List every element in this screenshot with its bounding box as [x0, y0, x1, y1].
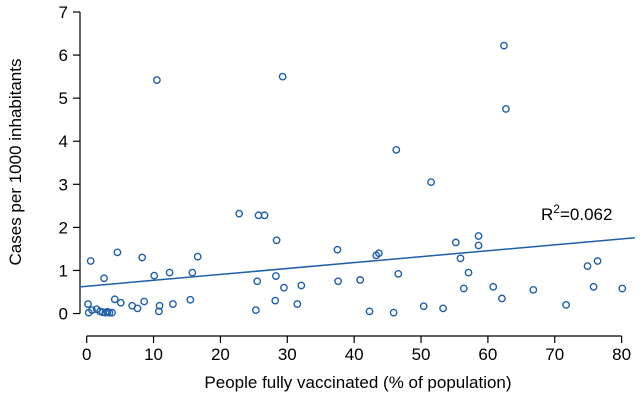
data-point: [334, 277, 343, 286]
data-point: [529, 285, 538, 294]
data-point: [419, 302, 428, 311]
data-point: [116, 298, 125, 307]
data-point: [278, 72, 287, 81]
data-point: [165, 268, 174, 277]
data-point: [271, 296, 280, 305]
data-point: [188, 268, 197, 277]
data-point: [251, 306, 260, 314]
axes: [79, 12, 622, 337]
data-point: [459, 284, 468, 293]
data-point: [169, 300, 177, 308]
r-squared-label: R: [541, 205, 553, 224]
data-point: [155, 307, 163, 316]
y-tick-label: 6: [59, 46, 68, 65]
x-tick-label: 70: [545, 345, 564, 364]
data-point: [618, 284, 627, 293]
data-point: [464, 268, 473, 277]
data-point: [272, 236, 281, 245]
x-tick-label: 30: [278, 345, 297, 364]
data-point: [186, 295, 195, 304]
data-point: [272, 272, 280, 280]
data-point: [155, 301, 164, 310]
data-point: [152, 76, 161, 84]
data-point: [583, 262, 592, 271]
r-squared-sup: 2: [553, 202, 560, 216]
y-tick-label: 7: [59, 3, 68, 22]
data-point: [365, 307, 374, 316]
data-point: [562, 301, 571, 309]
data-point: [392, 145, 401, 154]
data-point: [589, 282, 598, 291]
x-tick-label: 60: [478, 345, 497, 364]
y-tick-label: 2: [59, 218, 68, 237]
y-tick-label: 4: [59, 132, 68, 151]
data-point: [138, 253, 147, 262]
data-point: [427, 178, 435, 187]
data-point: [133, 304, 142, 313]
data-point: [356, 276, 365, 284]
data-point: [88, 306, 96, 314]
data-point: [489, 282, 498, 291]
x-tick-label: 80: [612, 345, 631, 364]
x-axis-label: People fully vaccinated (% of population…: [204, 373, 511, 392]
data-point: [140, 297, 149, 306]
x-tick-label: 0: [82, 345, 91, 364]
data-point: [389, 308, 398, 317]
data-point: [333, 245, 342, 254]
x-ticks: 0 10 20 30 40 50 60 70 80: [82, 336, 631, 364]
x-tick-label: 20: [211, 345, 230, 364]
data-point: [150, 271, 159, 280]
data-point: [502, 105, 510, 113]
data-point: [260, 211, 269, 220]
data-point: [235, 209, 244, 218]
x-tick-label: 40: [345, 345, 364, 364]
y-tick-label: 0: [59, 305, 68, 324]
x-tick-label: 10: [144, 345, 163, 364]
data-point: [456, 254, 465, 263]
data-point: [108, 308, 116, 317]
data-point: [500, 41, 508, 50]
data-point: [86, 257, 95, 265]
y-ticks: 0 1 2 3 4 5 6 7: [59, 3, 80, 324]
data-point: [474, 232, 483, 240]
x-tick-label: 50: [412, 345, 431, 364]
trendline: [79, 236, 636, 288]
data-point: [439, 304, 447, 313]
data-point: [297, 281, 306, 290]
data-point: [280, 283, 288, 292]
data-point: [451, 238, 460, 247]
y-tick-label: 5: [59, 89, 68, 108]
data-point: [100, 274, 108, 283]
data-point: [105, 308, 114, 317]
data-point: [253, 277, 262, 286]
data-point: [113, 248, 122, 257]
r-squared-value: =0.062: [560, 205, 612, 224]
y-axis-label: Cases per 1000 inhabitants: [6, 59, 25, 266]
data-point: [394, 270, 403, 278]
data-point: [374, 249, 383, 258]
data-point: [498, 294, 506, 303]
data-point: [293, 300, 302, 308]
data-point: [474, 241, 483, 250]
data-point: [193, 252, 202, 261]
r-squared-annotation: R2=0.062: [541, 202, 612, 224]
data-points: [84, 41, 627, 317]
data-point: [110, 295, 119, 304]
data-point: [593, 257, 602, 265]
y-tick-label: 3: [59, 175, 68, 194]
y-tick-label: 1: [59, 261, 68, 280]
data-point: [84, 300, 92, 308]
